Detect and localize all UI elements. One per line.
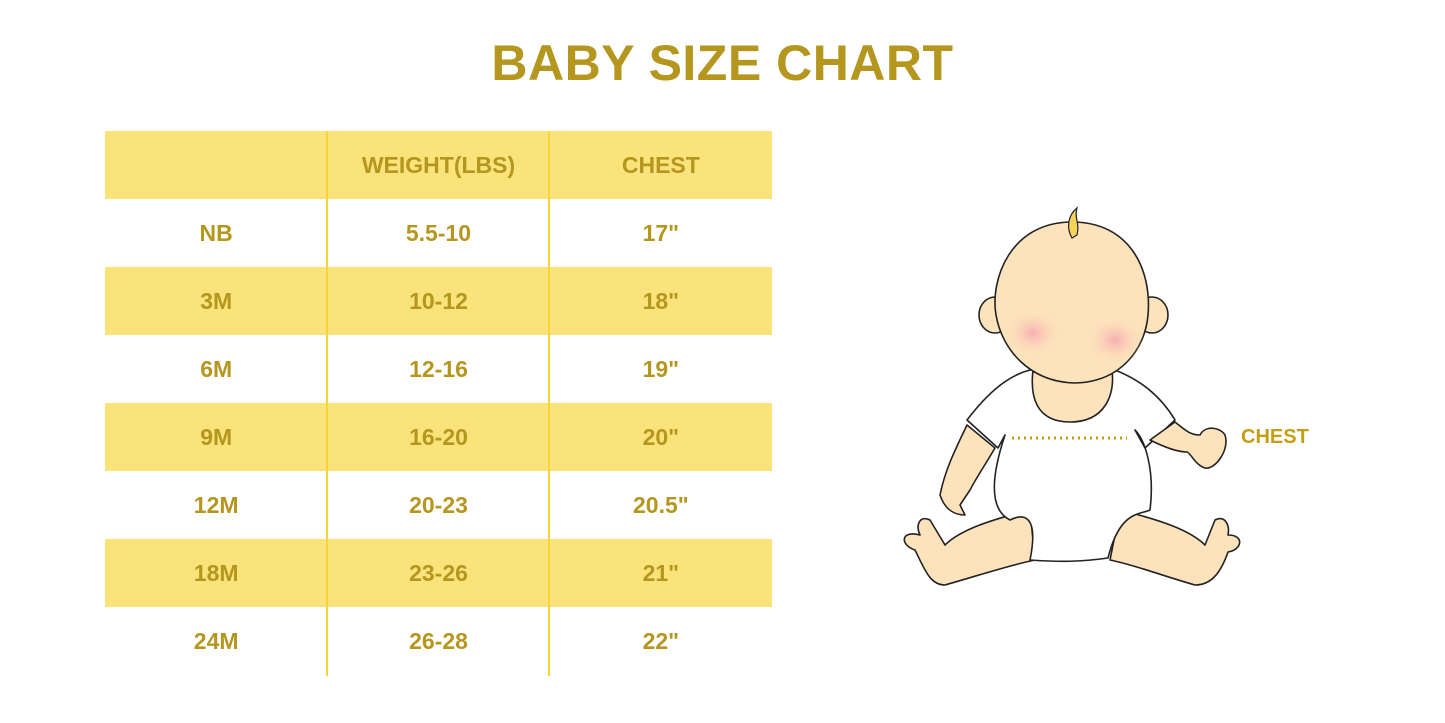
size-cell: 6M	[200, 355, 233, 382]
weight-cell: 20-23	[409, 491, 468, 518]
right-cheek	[1085, 315, 1145, 365]
table-row: 3M 10-12 18"	[105, 267, 772, 335]
baby-illustration	[903, 206, 1241, 586]
table-header-row: WEIGHT(LBS) CHEST	[105, 131, 772, 199]
table-row: 18M 23-26 21"	[105, 539, 772, 607]
size-cell: 9M	[200, 423, 233, 450]
chest-label: CHEST	[1241, 426, 1309, 448]
neck	[1031, 369, 1114, 423]
left-arm	[939, 424, 996, 516]
header-cell	[105, 131, 327, 199]
size-cell: NB	[199, 219, 233, 246]
right-arm	[1149, 421, 1227, 469]
hair-curl	[1067, 206, 1079, 239]
weight-cell: 26-28	[409, 627, 468, 654]
size-cell: 18M	[193, 559, 239, 586]
weight-cell: 16-20	[409, 423, 468, 450]
table-row: NB 5.5-10 17"	[105, 199, 772, 267]
size-table: WEIGHT(LBS) CHEST NB 5.5-10 17" 3M 10-12…	[105, 131, 772, 676]
chest-cell: 21"	[642, 559, 680, 586]
size-cell: 12M	[193, 491, 239, 518]
right-leg	[1109, 509, 1241, 586]
onesie	[966, 369, 1176, 563]
weight-cell: 10-12	[409, 287, 468, 314]
column-divider	[326, 131, 328, 676]
page-title: BABY SIZE CHART	[491, 35, 954, 91]
chest-cell: 17"	[642, 219, 680, 246]
column-divider	[548, 131, 550, 676]
chest-cell: 19"	[642, 355, 680, 382]
left-leg	[903, 509, 1036, 586]
chest-cell: 20.5"	[632, 491, 689, 518]
table-row: 6M 12-16 19"	[105, 335, 772, 403]
chest-cell: 18"	[642, 287, 680, 314]
header-cell-chest: CHEST	[621, 151, 700, 178]
weight-cell: 5.5-10	[405, 219, 472, 246]
table-row: 9M 16-20 20"	[105, 403, 772, 471]
size-cell: 24M	[193, 627, 239, 654]
table-row: 12M 20-23 20.5"	[105, 471, 772, 539]
weight-cell: 23-26	[409, 559, 468, 586]
weight-cell: 12-16	[409, 355, 468, 382]
chest-cell: 20"	[642, 423, 680, 450]
chest-cell: 22"	[642, 627, 680, 654]
size-cell: 3M	[200, 287, 233, 314]
header-cell-weight: WEIGHT(LBS)	[361, 151, 516, 178]
table-row: 24M 26-28 22"	[105, 607, 772, 675]
left-cheek	[1003, 308, 1063, 358]
